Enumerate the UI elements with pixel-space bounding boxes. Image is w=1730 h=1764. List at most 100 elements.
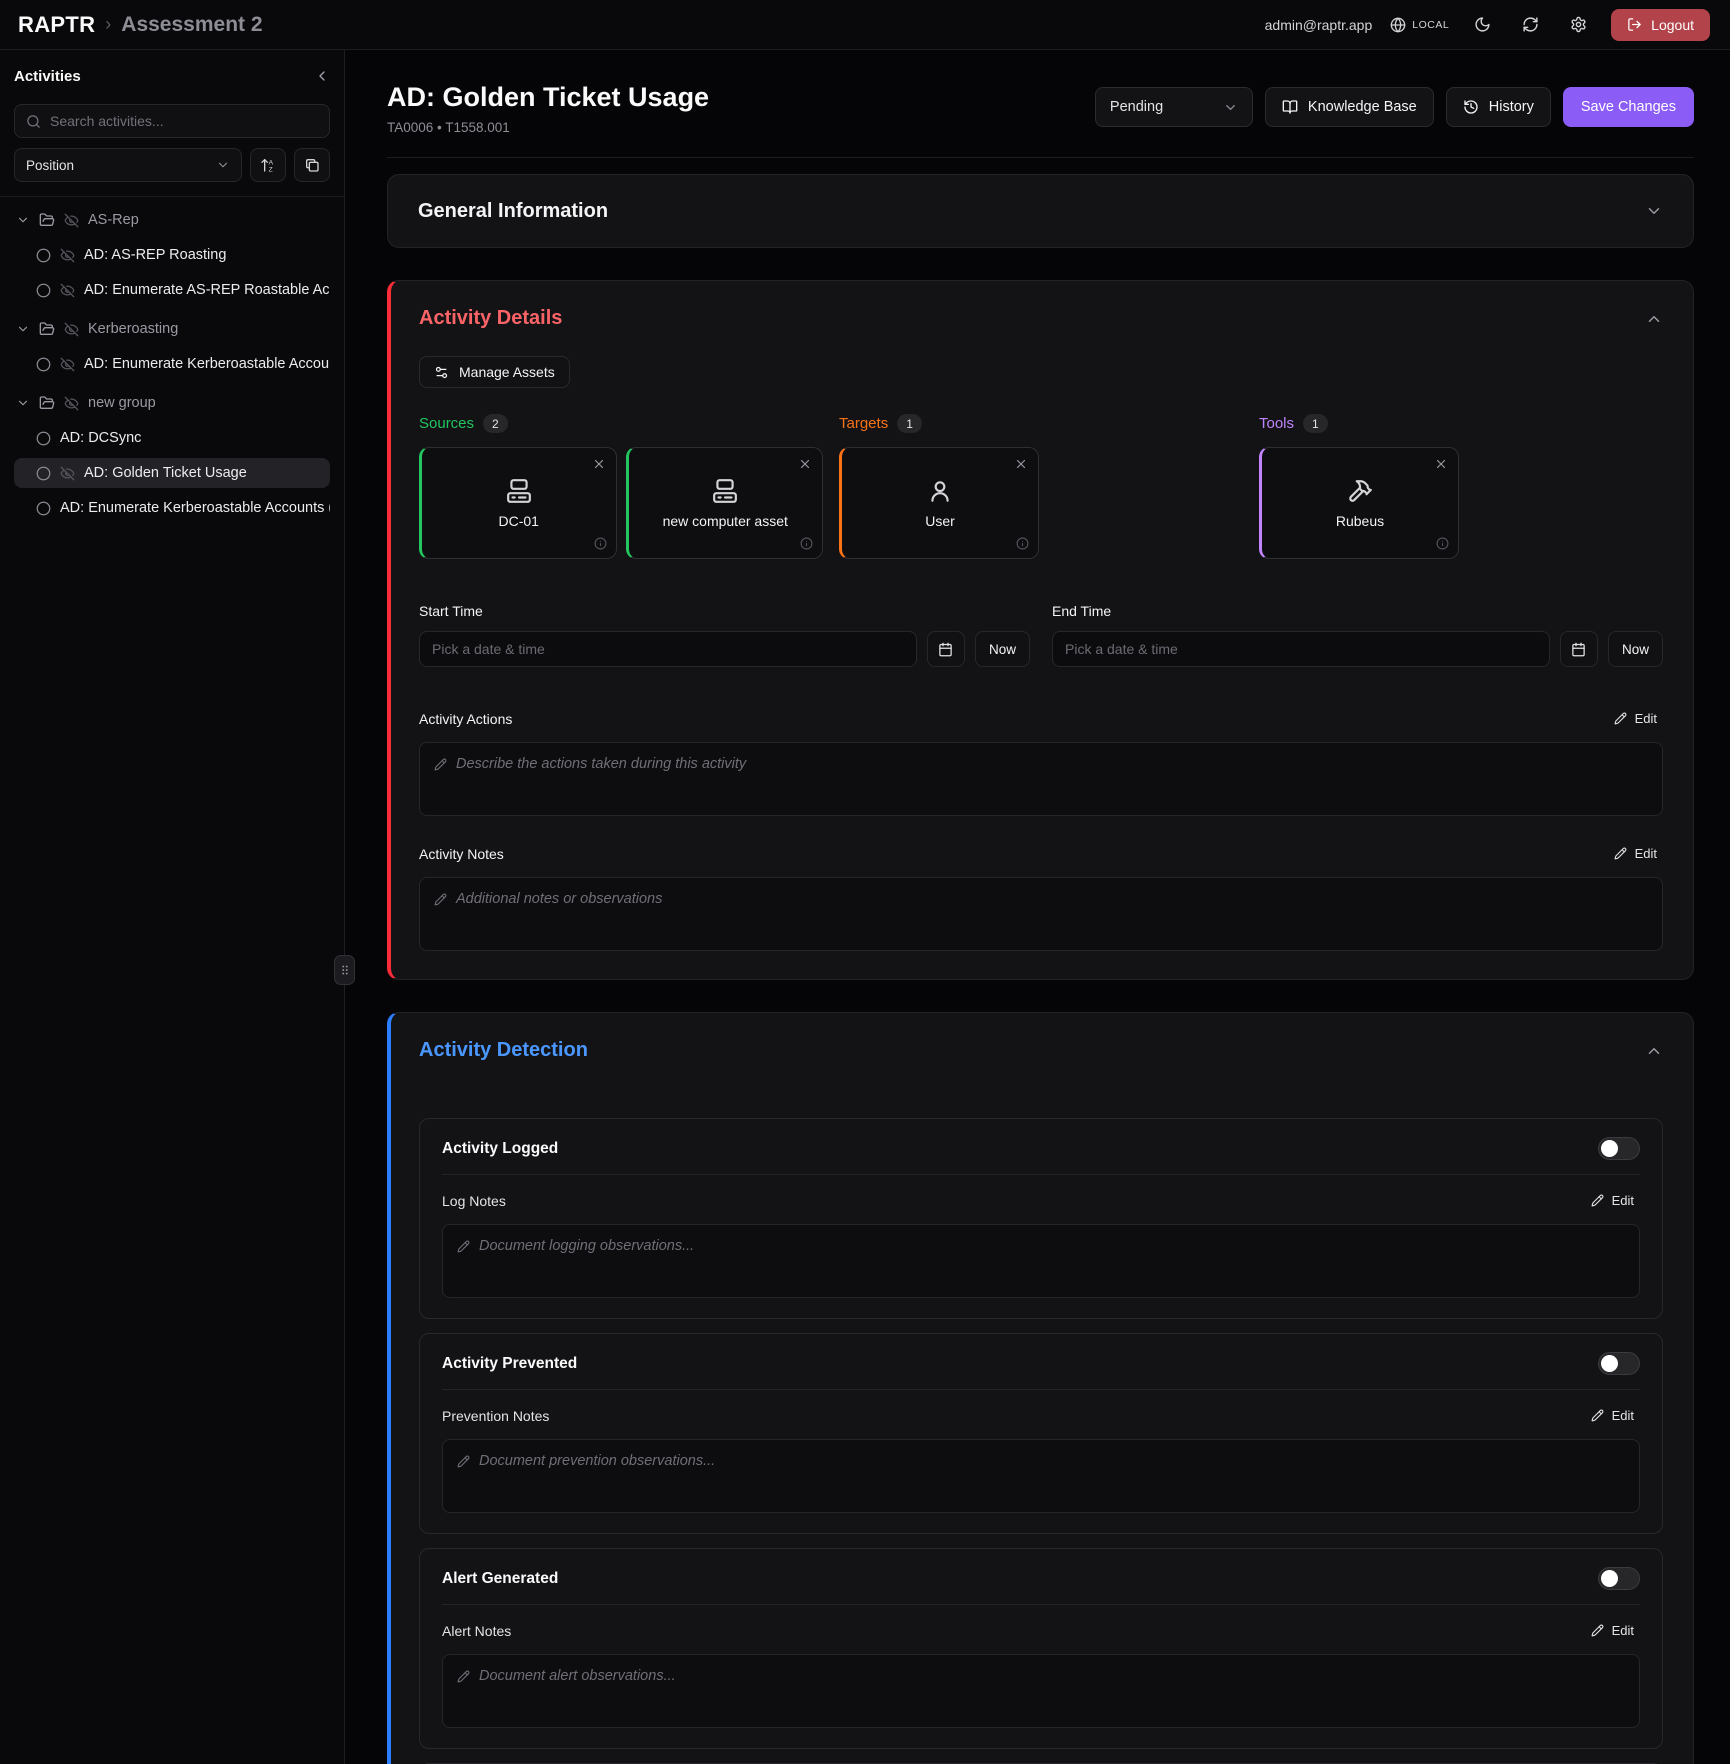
remove-asset-button[interactable] — [592, 457, 606, 471]
detection-panels: Activity Logged Log Notes Edit — [419, 1118, 1663, 1764]
alert-generated-toggle[interactable] — [1598, 1567, 1640, 1590]
pencil-icon — [1614, 847, 1627, 860]
calendar-icon — [938, 642, 953, 657]
placeholder-text: Document logging observations... — [479, 1238, 695, 1254]
status-circle-icon — [36, 501, 51, 516]
start-time-label: Start Time — [419, 603, 483, 619]
edit-label: Edit — [1634, 846, 1657, 861]
targets-label: Targets — [839, 415, 889, 432]
refresh-button[interactable] — [1515, 10, 1545, 40]
edit-label: Edit — [1611, 1623, 1634, 1638]
brand-logo[interactable]: RAPTR — [18, 11, 96, 37]
pencil-icon — [457, 1670, 470, 1683]
theme-toggle-button[interactable] — [1467, 10, 1497, 40]
tree-item-golden-ticket-usage[interactable]: AD: Golden Ticket Usage — [14, 458, 330, 488]
status-circle-icon — [36, 248, 51, 263]
info-icon — [1436, 537, 1449, 550]
sidebar-resize-handle[interactable] — [334, 955, 355, 985]
tree-item-enumerate-kerberoastable-copy[interactable]: AD: Enumerate Kerberoastable Accounts (C… — [14, 493, 330, 523]
sort-field-value: Position — [26, 157, 75, 173]
history-button[interactable]: History — [1445, 87, 1551, 127]
asset-card-new-computer-asset[interactable]: new computer asset — [625, 447, 823, 559]
duplicate-button[interactable] — [294, 148, 330, 182]
tree-item-asrep-roasting[interactable]: AD: AS-REP Roasting — [14, 240, 330, 270]
remove-asset-button[interactable] — [1434, 457, 1448, 471]
user-email: admin@raptr.app — [1264, 16, 1373, 33]
activities-tree: AS-Rep AD: AS-REP Roasting AD: Enumerate… — [14, 205, 330, 523]
prevention-notes-textarea[interactable]: Document prevention observations... — [442, 1439, 1640, 1513]
activity-details-section: Activity Details Manage Assets Sources 2 — [387, 280, 1694, 980]
activity-logged-toggle[interactable] — [1598, 1137, 1640, 1160]
manage-assets-button[interactable]: Manage Assets — [419, 356, 570, 388]
expand-section-button[interactable] — [1645, 202, 1663, 220]
edit-prevention-notes-button[interactable]: Edit — [1585, 1404, 1640, 1427]
save-changes-button[interactable]: Save Changes — [1562, 87, 1694, 127]
asset-name: new computer asset — [662, 512, 788, 529]
tree-item-enumerate-asrep[interactable]: AD: Enumerate AS-REP Roastable Accounts — [14, 275, 330, 305]
pencil-icon — [434, 758, 447, 771]
targets-column: Targets 1 User — [839, 414, 1243, 559]
logout-button[interactable]: Logout — [1611, 8, 1710, 41]
technique-ids: TA0006 • T1558.001 — [387, 120, 510, 135]
history-icon — [1463, 99, 1479, 115]
collapse-section-button[interactable] — [1645, 1042, 1663, 1060]
edit-notes-button[interactable]: Edit — [1608, 842, 1663, 865]
end-time-now-button[interactable]: Now — [1607, 631, 1663, 667]
folder-open-icon — [39, 321, 55, 337]
end-time-input[interactable] — [1065, 641, 1537, 657]
edit-alert-notes-button[interactable]: Edit — [1585, 1619, 1640, 1642]
asset-card-dc-01[interactable]: DC-01 — [419, 447, 617, 559]
placeholder-text: Describe the actions taken during this a… — [456, 756, 747, 772]
start-time-input[interactable] — [432, 641, 904, 657]
activity-prevented-toggle[interactable] — [1598, 1352, 1640, 1375]
tree-item-dcsync[interactable]: AD: DCSync — [14, 423, 330, 453]
chevron-down-icon — [16, 396, 30, 410]
locale-selector[interactable]: LOCAL — [1390, 17, 1449, 33]
status-circle-icon — [36, 431, 51, 446]
settings-button[interactable] — [1563, 10, 1593, 40]
activities-search[interactable] — [14, 104, 330, 138]
asset-card-user[interactable]: User — [839, 447, 1039, 559]
log-notes-textarea[interactable]: Document logging observations... — [442, 1224, 1640, 1298]
remove-asset-button[interactable] — [1014, 457, 1028, 471]
close-icon — [1434, 457, 1448, 471]
edit-log-notes-button[interactable]: Edit — [1585, 1189, 1640, 1212]
status-select[interactable]: Pending — [1094, 87, 1253, 127]
assets-grid: Sources 2 DC-01 — [419, 414, 1663, 559]
tree-group-new-group[interactable]: new group — [14, 388, 330, 418]
close-icon — [798, 457, 812, 471]
knowledge-base-button[interactable]: Knowledge Base — [1264, 87, 1434, 127]
copy-icon — [304, 157, 320, 173]
close-icon — [592, 457, 606, 471]
sort-field-select[interactable]: Position — [14, 148, 242, 182]
asset-card-rubeus[interactable]: Rubeus — [1259, 447, 1459, 559]
tree-group-as-rep[interactable]: AS-Rep — [14, 205, 330, 235]
start-time-now-button[interactable]: Now — [974, 631, 1030, 667]
book-icon — [1282, 99, 1298, 115]
tools-label: Tools — [1259, 415, 1295, 432]
activity-actions-textarea[interactable]: Describe the actions taken during this a… — [419, 742, 1663, 816]
sidebar-collapse-button[interactable] — [314, 68, 330, 84]
item-label: AD: Enumerate Kerberoastable Accounts (C… — [60, 500, 330, 516]
calendar-icon — [1571, 642, 1586, 657]
start-time-field: Start Time Now — [419, 603, 1030, 667]
sort-direction-button[interactable] — [250, 148, 286, 182]
edit-actions-button[interactable]: Edit — [1608, 707, 1663, 730]
start-time-calendar-button[interactable] — [926, 631, 965, 667]
item-label: AD: Enumerate Kerberoastable Accounts ed… — [84, 356, 330, 372]
alert-notes-textarea[interactable]: Document alert observations... — [442, 1654, 1640, 1728]
search-input[interactable] — [50, 113, 318, 129]
divider — [0, 196, 344, 197]
collapse-section-button[interactable] — [1645, 310, 1663, 328]
breadcrumb-assessment[interactable]: Assessment 2 — [121, 12, 263, 36]
computer-icon — [712, 478, 738, 504]
log-notes-label: Log Notes — [442, 1192, 506, 1209]
end-time-calendar-button[interactable] — [1559, 631, 1598, 667]
placeholder-text: Additional notes or observations — [456, 891, 663, 907]
item-label: AD: Golden Ticket Usage — [84, 465, 247, 481]
placeholder-text: Document prevention observations... — [479, 1453, 716, 1469]
remove-asset-button[interactable] — [798, 457, 812, 471]
activity-notes-textarea[interactable]: Additional notes or observations — [419, 877, 1663, 951]
tree-group-kerberoasting[interactable]: Kerberoasting — [14, 314, 330, 344]
tree-item-enumerate-kerberoastable[interactable]: AD: Enumerate Kerberoastable Accounts ed… — [14, 349, 330, 379]
